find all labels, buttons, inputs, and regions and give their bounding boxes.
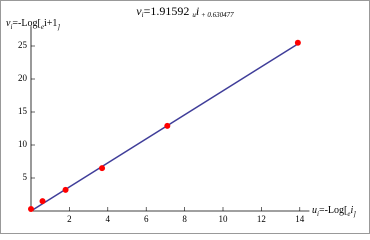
y-axis-label: vi=-Log[ei+1]: [6, 18, 60, 30]
data-point: [99, 165, 106, 172]
y-tick-label: 5: [23, 172, 28, 182]
x-tick-label: 12: [257, 214, 266, 224]
y-axis-label-part: v: [6, 18, 11, 29]
y-tick-label: 20: [18, 73, 28, 83]
chart-title-sub: i: [142, 11, 144, 19]
x-tick-label: 6: [144, 214, 149, 224]
chart-title-sub: + 0.630477: [199, 11, 234, 19]
chart-title-part: =1.91592: [144, 4, 193, 18]
chart-title-part: v: [136, 4, 142, 18]
data-point: [28, 206, 34, 213]
y-tick-label: 25: [18, 40, 28, 50]
y-tick-label: 15: [18, 106, 28, 116]
x-axis-label-sub: ]: [352, 210, 356, 218]
x-axis-label-part: u: [312, 205, 317, 216]
chart-title-sub: u: [192, 11, 196, 19]
x-axis-label-sub: e: [347, 210, 350, 218]
data-point: [39, 198, 46, 205]
chart-title: vi=1.91592 ui + 0.630477: [136, 4, 234, 19]
data-point: [294, 39, 301, 46]
y-axis-label-sub: e: [41, 23, 44, 31]
x-axis-label: ui=-Log[ei]: [312, 205, 356, 217]
x-tick-label: 2: [67, 214, 72, 224]
x-axis-label-sub: i: [317, 210, 319, 218]
x-tick-label: 4: [106, 214, 111, 224]
y-tick-label: 10: [18, 139, 28, 149]
frame: [0, 0, 370, 234]
y-axis-label-part: =-Log[: [12, 18, 40, 29]
x-tick-label: 10: [219, 214, 229, 224]
data-point: [62, 186, 69, 193]
y-axis-label-sub: i: [10, 23, 12, 31]
x-tick-label: 14: [295, 214, 305, 224]
x-tick-label: 8: [182, 214, 187, 224]
y-axis-label-part: i+1: [44, 18, 57, 29]
x-axis-label-part: =-Log[: [319, 205, 347, 216]
data-point: [164, 122, 171, 129]
x-axis-label-part: i: [350, 205, 353, 216]
chart-title-part: i: [196, 4, 199, 18]
y-axis-label-sub: ]: [56, 23, 60, 31]
